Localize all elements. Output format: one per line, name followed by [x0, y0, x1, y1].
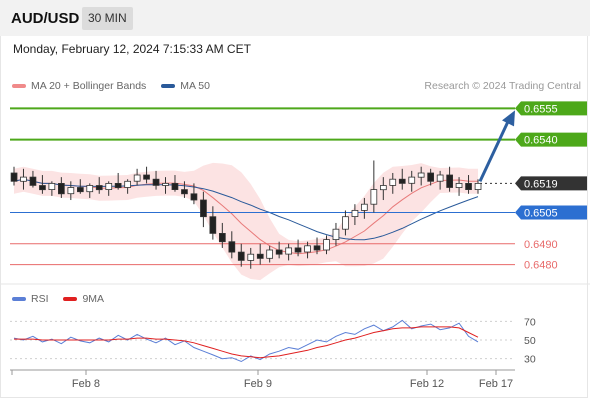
candle-body [256, 253, 264, 259]
x-tick-label: Feb 17 [479, 378, 513, 390]
level-0-6540-label: 0.6540 [524, 135, 558, 147]
candle-body [351, 209, 359, 217]
rsi-ma-line [14, 326, 479, 359]
candle-body [237, 251, 245, 261]
candle-body [162, 182, 169, 186]
candle-body [285, 247, 293, 255]
level-0-6519-label: 0.6519 [524, 178, 558, 190]
candle-body [29, 176, 37, 186]
candle-body [389, 178, 397, 186]
candle-body [152, 178, 160, 186]
candle-body [427, 172, 435, 182]
candle-body [228, 241, 236, 253]
legend-item-9ma: 9MA [63, 293, 104, 305]
rsi-legend: RSI 9MA [12, 293, 116, 305]
projection-arrow [478, 118, 511, 183]
level-0-6490-label: 0.6490 [524, 239, 558, 251]
level-0-6540-tag [515, 132, 587, 147]
candle-body [105, 182, 113, 190]
rsi-tick-label: 30 [524, 354, 536, 366]
candle-body [39, 185, 46, 191]
candle-body [266, 249, 274, 259]
timeframe-badge[interactable]: 30 MIN [82, 7, 133, 30]
candle-body [124, 180, 131, 188]
level-0-6555-tag [515, 101, 587, 116]
candle-body [171, 182, 179, 190]
level-0-6480-label: 0.6480 [524, 260, 558, 272]
x-tick-label: Feb 12 [410, 378, 444, 390]
candle-body [370, 189, 378, 205]
candle-body [398, 178, 406, 184]
candle-body [48, 182, 56, 190]
candle-body [20, 176, 27, 182]
level-0-6519-tag [515, 176, 587, 191]
legend-label-ma20: MA 20 + Bollinger Bands [31, 80, 147, 92]
candle-body [114, 182, 122, 188]
candle-body [323, 239, 330, 251]
x-tick-label: Feb 8 [72, 378, 100, 390]
candle-body [218, 232, 226, 243]
candle-body [275, 249, 283, 255]
legend-item-rsi: RSI [12, 293, 49, 305]
candle-body [67, 187, 75, 195]
rsi-tick-label: 50 [524, 335, 536, 347]
x-tick-label: Feb 9 [244, 378, 272, 390]
candle-body [190, 193, 198, 201]
candle-body [200, 199, 207, 218]
candle-body [304, 245, 311, 253]
candle-body [474, 182, 482, 190]
symbol-label: AUD/USD [11, 10, 80, 27]
candle-body [209, 216, 217, 234]
credit-text: Research © 2024 Trading Central [424, 80, 581, 92]
candle-body [86, 185, 94, 193]
candle-body [465, 182, 472, 190]
level-0-6555-label: 0.6555 [524, 103, 558, 115]
level-0-6505-tag [515, 205, 587, 220]
candle-body [417, 172, 425, 178]
candle-body [408, 176, 416, 184]
candle-body [10, 172, 18, 182]
candle-body [446, 174, 454, 188]
chart-legend: MA 20 + Bollinger Bands MA 50 [12, 80, 222, 92]
bollinger-band-area [14, 162, 478, 281]
legend-swatch-ma50 [161, 84, 176, 89]
candle-body [294, 247, 302, 253]
candle-body [143, 174, 150, 180]
candle-body [332, 228, 340, 240]
candle-body [313, 245, 321, 251]
timestamp: Monday, February 12, 2024 7:15:33 AM CET [13, 42, 251, 56]
chart-header: AUD/USD 30 MIN [0, 0, 590, 36]
level-0-6505-label: 0.6505 [524, 208, 558, 220]
legend-label-rsi: RSI [31, 293, 49, 305]
rsi-line [13, 319, 479, 363]
legend-label-ma50: MA 50 [180, 80, 210, 92]
candle-body [95, 185, 103, 191]
candle-body [342, 216, 349, 230]
legend-label-9ma: 9MA [82, 293, 105, 305]
candle-body [58, 182, 65, 195]
legend-item-ma50: MA 50 [161, 80, 210, 92]
rsi-tick-label: 70 [524, 316, 536, 328]
candle-body [379, 185, 387, 191]
candle-body [436, 174, 444, 182]
legend-item-ma20: MA 20 + Bollinger Bands [12, 80, 146, 92]
projection-arrow-head [502, 110, 515, 127]
candle-body [455, 182, 463, 188]
candle-body [77, 187, 84, 193]
candle-body [247, 253, 255, 261]
candle-body [360, 203, 368, 211]
legend-swatch-rsi [12, 297, 26, 302]
legend-swatch-ma20 [12, 84, 26, 89]
candle-body [181, 189, 188, 195]
legend-swatch-9ma [63, 297, 78, 302]
candle-body [133, 174, 141, 182]
